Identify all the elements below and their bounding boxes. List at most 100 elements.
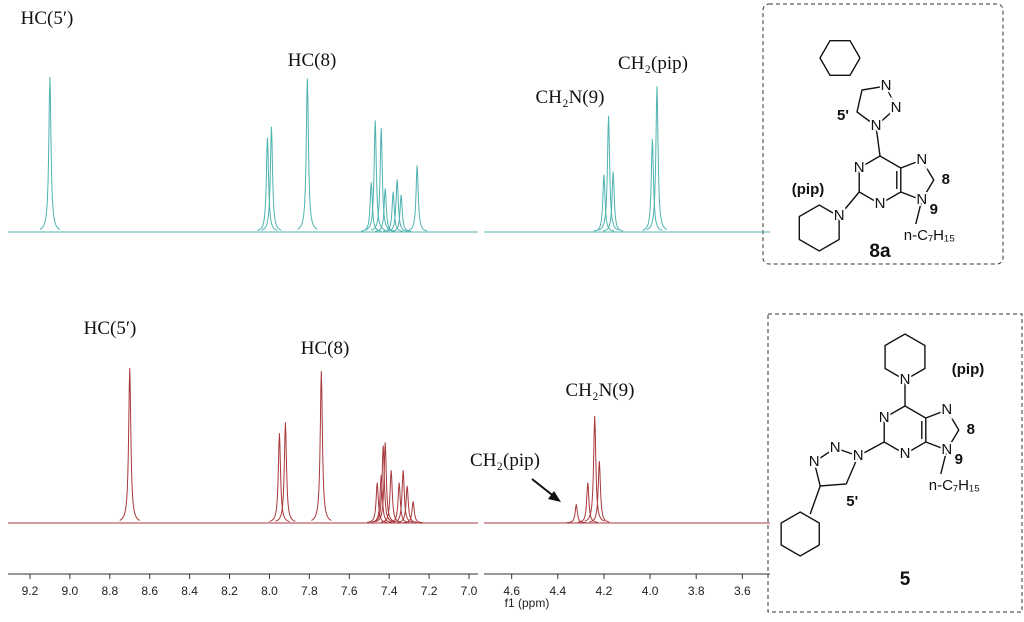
peak bbox=[381, 470, 402, 523]
peak bbox=[584, 416, 605, 522]
atom-label: N bbox=[834, 207, 845, 224]
bond bbox=[798, 204, 840, 252]
compound-label: 8a bbox=[869, 241, 891, 262]
position-label: 5' bbox=[837, 107, 849, 124]
x-axis-label: f1 (ppm) bbox=[505, 596, 550, 610]
structure-box bbox=[767, 313, 1023, 613]
peak bbox=[603, 171, 624, 232]
peak bbox=[119, 367, 140, 521]
position-label: 5' bbox=[846, 493, 858, 510]
peak-annotation: CH₂N(9) bbox=[536, 87, 605, 108]
bond bbox=[813, 447, 859, 487]
position-label: 8 bbox=[942, 171, 950, 188]
atom-label: N bbox=[900, 445, 911, 462]
position-label: (pip) bbox=[952, 361, 984, 378]
peak bbox=[297, 78, 318, 230]
peak bbox=[577, 482, 598, 523]
atom-label: N bbox=[875, 195, 886, 212]
peak bbox=[383, 191, 404, 232]
peak bbox=[387, 179, 408, 232]
x-tick-label: 8.8 bbox=[101, 584, 118, 598]
peak bbox=[598, 115, 619, 231]
x-tick-label: 8.2 bbox=[221, 584, 238, 598]
bond bbox=[915, 199, 923, 225]
peak bbox=[257, 137, 278, 231]
peak bbox=[311, 371, 332, 521]
atom-label: N bbox=[916, 151, 927, 168]
x-tick-label: 3.6 bbox=[734, 584, 751, 598]
peak bbox=[646, 86, 668, 231]
peak bbox=[269, 433, 290, 522]
peak bbox=[593, 174, 615, 232]
bond bbox=[884, 333, 926, 381]
peak bbox=[261, 126, 282, 231]
atom-label: N bbox=[891, 99, 902, 116]
position-label: 9 bbox=[955, 451, 963, 468]
atom-label: N bbox=[854, 159, 865, 176]
structure-box bbox=[762, 3, 1004, 265]
x-tick-label: 4.6 bbox=[503, 584, 520, 598]
peak bbox=[589, 460, 610, 523]
atom-label: N bbox=[879, 409, 890, 426]
bond bbox=[856, 85, 897, 127]
x-tick-label: 9.2 bbox=[22, 584, 39, 598]
position-label: 8 bbox=[967, 421, 975, 438]
atom-label: N bbox=[871, 117, 882, 134]
x-tick-label: 8.0 bbox=[261, 584, 278, 598]
peak bbox=[403, 501, 424, 524]
x-tick-label: 3.8 bbox=[688, 584, 705, 598]
bond bbox=[857, 441, 885, 457]
bond bbox=[900, 159, 935, 201]
alkyl-chain: n-C₇H₁₅ bbox=[904, 227, 955, 244]
atom-label: N bbox=[941, 401, 952, 418]
peak bbox=[375, 442, 396, 523]
bond bbox=[925, 409, 960, 451]
x-tick-label: 8.4 bbox=[181, 584, 198, 598]
peak bbox=[39, 76, 61, 230]
x-tick-label: 8.6 bbox=[141, 584, 158, 598]
position-label: (pip) bbox=[792, 181, 824, 198]
atom-label: N bbox=[900, 371, 911, 388]
peak-annotation: HC(8) bbox=[288, 50, 337, 71]
peak bbox=[397, 485, 418, 523]
peak-annotation: CH₂(pip) bbox=[618, 53, 688, 74]
atom-label: N bbox=[916, 191, 927, 208]
bond bbox=[838, 191, 860, 217]
bond bbox=[940, 449, 948, 475]
x-tick-label: 7.8 bbox=[301, 584, 318, 598]
peak bbox=[373, 445, 394, 523]
bond bbox=[875, 125, 881, 157]
bond bbox=[819, 39, 861, 77]
peak-annotation: HC(5′) bbox=[21, 8, 74, 29]
peak-annotation: CH₂(pip) bbox=[470, 450, 540, 471]
atom-label: N bbox=[830, 439, 841, 456]
x-tick-label: 7.6 bbox=[341, 584, 358, 598]
peak bbox=[393, 470, 414, 523]
x-tick-label: 7.0 bbox=[461, 584, 478, 598]
peak bbox=[375, 188, 396, 232]
x-tick-label: 7.2 bbox=[421, 584, 438, 598]
x-tick-label: 4.2 bbox=[596, 584, 613, 598]
peak bbox=[361, 182, 382, 232]
arrow-head bbox=[548, 491, 561, 502]
peak-annotation: HC(8) bbox=[301, 338, 350, 359]
x-tick-label: 4.0 bbox=[642, 584, 659, 598]
atom-label: N bbox=[941, 441, 952, 458]
peak bbox=[365, 120, 386, 231]
compound-label: 5 bbox=[900, 569, 911, 590]
bond bbox=[780, 511, 820, 557]
position-label: 9 bbox=[930, 201, 938, 218]
atom-label: N bbox=[809, 453, 820, 470]
x-tick-label: 9.0 bbox=[62, 584, 79, 598]
alkyl-chain: n-C₇H₁₅ bbox=[929, 477, 980, 494]
peak-annotation: CH₂N(9) bbox=[566, 380, 635, 401]
peak-annotation: HC(5′) bbox=[84, 318, 137, 339]
x-tick-label: 7.4 bbox=[381, 584, 398, 598]
peak bbox=[566, 504, 587, 524]
peak bbox=[371, 128, 392, 231]
x-tick-label: 4.4 bbox=[549, 584, 566, 598]
atom-label: N bbox=[881, 77, 892, 94]
bond bbox=[809, 485, 821, 515]
